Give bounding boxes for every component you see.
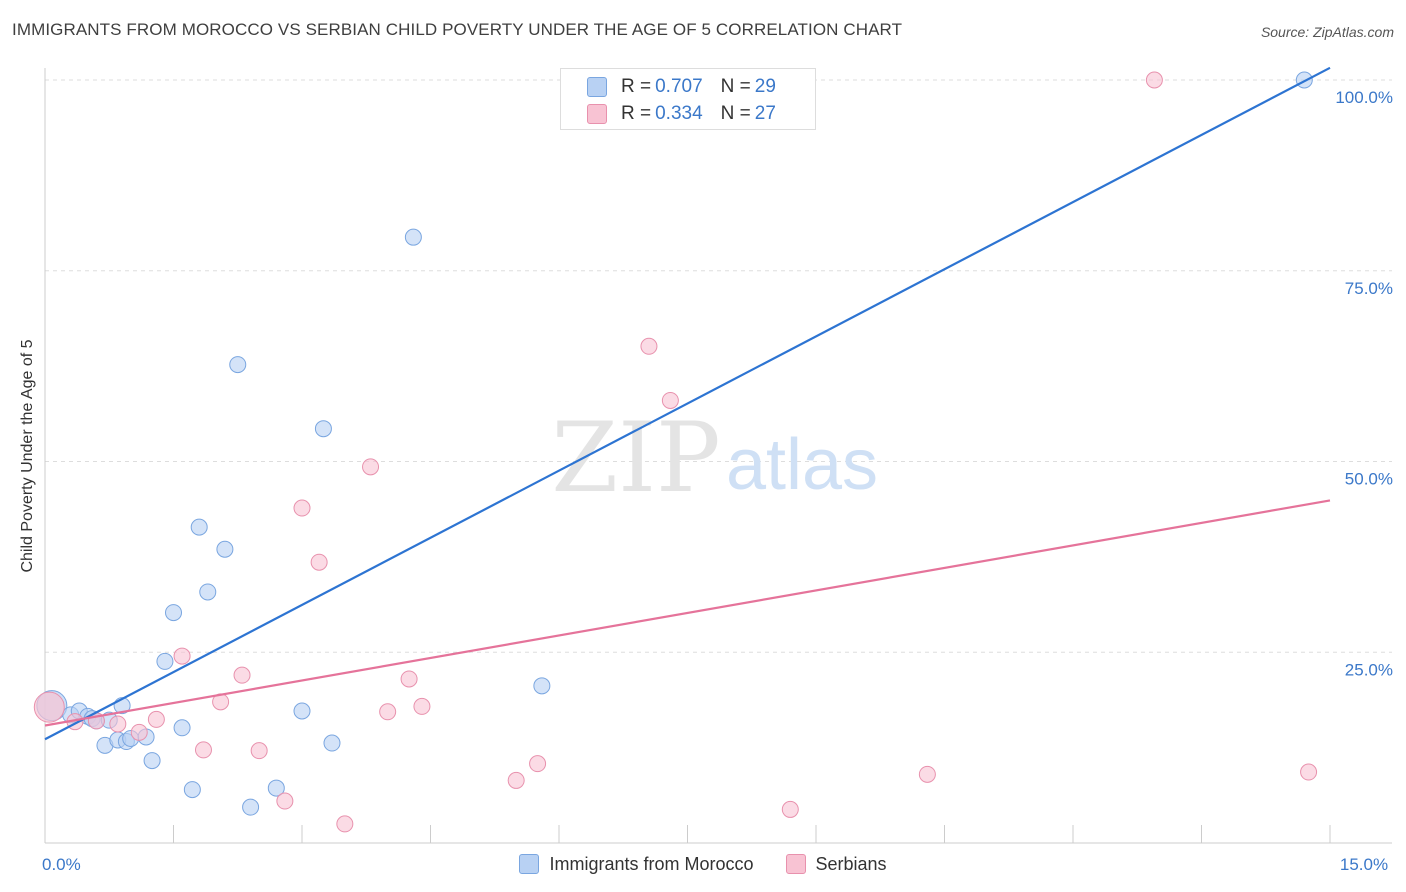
- r-value: 0.334: [655, 103, 703, 124]
- morocco-point: [216, 540, 234, 558]
- watermark-atlas: atlas: [726, 425, 878, 505]
- n-label: N =: [720, 76, 751, 97]
- morocco-point: [165, 604, 182, 622]
- serbian-point: [33, 691, 65, 723]
- serbian-point: [336, 815, 354, 833]
- serbian-point: [1300, 763, 1318, 781]
- legend-swatch-pink: [785, 854, 806, 874]
- serbian-point: [250, 742, 268, 760]
- watermark-zip: ZIP: [551, 402, 720, 514]
- r-label: R =: [621, 103, 652, 124]
- serbian-point: [109, 715, 127, 733]
- serbian-point: [147, 710, 165, 728]
- watermark: ZIP atlas: [551, 402, 878, 514]
- x-tick-label: 0.0%: [42, 855, 81, 874]
- serbian-point: [640, 337, 658, 355]
- r-value: 0.707: [655, 76, 703, 97]
- morocco-point: [199, 583, 217, 601]
- serbian-point: [918, 765, 936, 783]
- morocco-trend-line: [44, 66, 1331, 741]
- serbian-point: [413, 697, 431, 715]
- series-legend: Immigrants from Morocco Serbians: [0, 852, 1406, 876]
- morocco-point: [183, 781, 201, 799]
- serbian-point: [276, 792, 294, 810]
- correlation-legend: R = 0.707 N = 29 R = 0.334 N = 27: [560, 68, 816, 130]
- morocco-point: [229, 356, 247, 374]
- source-credit: Source: ZipAtlas.com: [1260, 24, 1394, 40]
- tick-labels: 25.0% 50.0% 75.0% 100.0% 0.0% 15.0%: [42, 88, 1393, 874]
- n-value: 29: [754, 76, 776, 97]
- serbian-point: [130, 723, 148, 741]
- chart-title: IMMIGRANTS FROM MOROCCO VS SERBIAN CHILD…: [12, 20, 903, 39]
- morocco-point: [190, 518, 208, 536]
- serbian-point: [529, 755, 547, 773]
- n-label: N =: [720, 103, 751, 124]
- serbian-point: [293, 499, 311, 517]
- data-points: [33, 71, 1318, 833]
- n-value: 27: [754, 103, 776, 124]
- legend-swatch-blue: [587, 77, 607, 97]
- legend-swatch-blue: [519, 854, 540, 874]
- legend-item-serbians[interactable]: Serbians: [785, 853, 887, 875]
- r-label: R =: [621, 76, 652, 97]
- serbian-point: [194, 741, 212, 759]
- gridlines: [45, 79, 1392, 653]
- serbian-point: [400, 670, 418, 688]
- serbian-point: [310, 553, 328, 571]
- legend-label: Serbians: [815, 853, 887, 874]
- legend-item-morocco[interactable]: Immigrants from Morocco: [519, 853, 754, 875]
- morocco-point: [267, 779, 285, 797]
- serbian-point: [661, 391, 679, 409]
- x-tick-label: 15.0%: [1340, 855, 1388, 874]
- legend-label: Immigrants from Morocco: [549, 853, 754, 874]
- legend-row-serbians: R = 0.334 N = 27: [587, 102, 776, 126]
- serbian-point: [1145, 71, 1163, 89]
- morocco-point: [533, 677, 551, 695]
- morocco-point: [173, 719, 191, 737]
- serbian-point: [233, 666, 251, 684]
- morocco-point: [404, 228, 422, 246]
- morocco-point: [143, 752, 161, 770]
- morocco-point: [314, 420, 332, 438]
- y-tick-label: 50.0%: [1345, 470, 1393, 489]
- serbian-point: [379, 703, 397, 721]
- y-tick-label: 100.0%: [1335, 88, 1393, 107]
- serbian-point: [173, 647, 191, 665]
- morocco-point: [242, 798, 260, 816]
- serbian-point: [362, 458, 380, 476]
- serbian-point: [507, 771, 525, 789]
- morocco-point: [323, 734, 341, 752]
- trend-lines: [44, 66, 1331, 741]
- morocco-point: [293, 702, 311, 720]
- y-tick-label: 75.0%: [1345, 279, 1393, 298]
- legend-row-morocco: R = 0.707 N = 29: [587, 75, 776, 99]
- morocco-point: [156, 652, 174, 670]
- serbian-point: [781, 800, 799, 818]
- serbian-trend-line: [44, 499, 1331, 727]
- legend-swatch-pink: [587, 104, 607, 124]
- y-tick-label: 25.0%: [1345, 660, 1393, 679]
